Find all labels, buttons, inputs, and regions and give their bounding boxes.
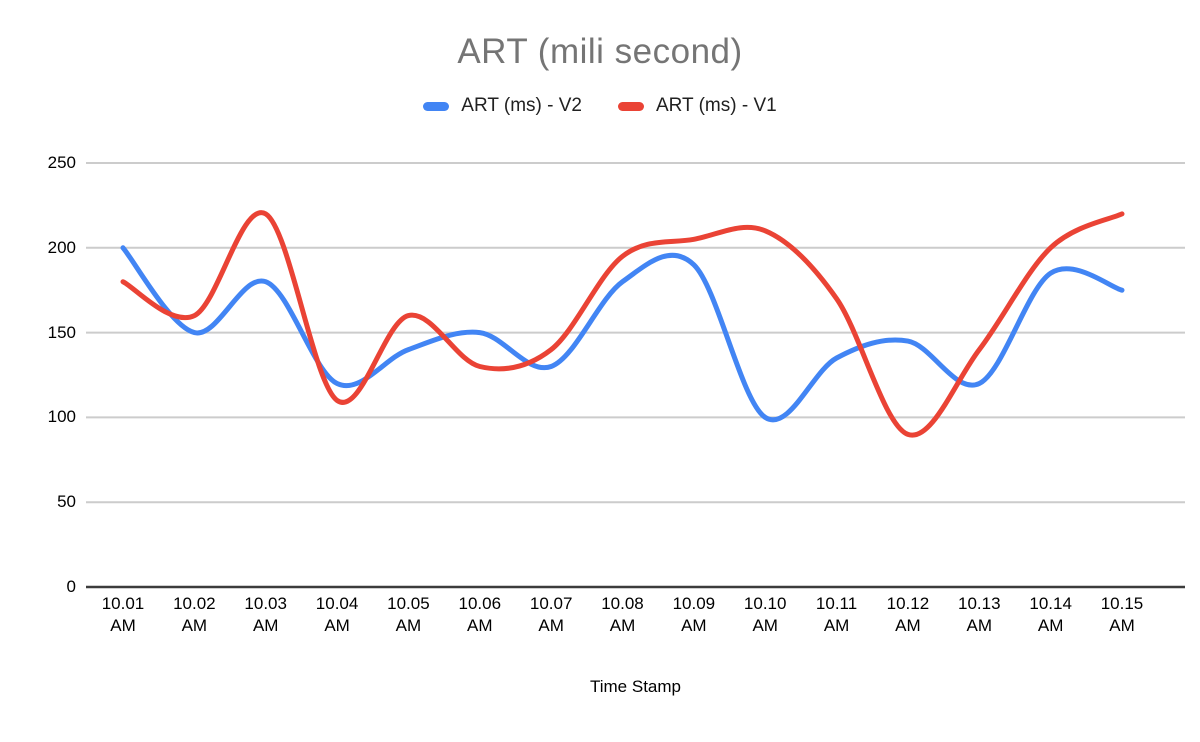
y-axis-tick-label: 0	[66, 577, 76, 596]
y-axis-tick-label: 50	[57, 492, 76, 512]
series-line-v2[interactable]	[120, 245, 1125, 423]
x-axis-category-label: 10.02 AM	[173, 594, 216, 635]
x-axis-category-label: 10.13 AM	[958, 594, 1001, 635]
legend-swatch-v1-icon	[618, 101, 644, 111]
x-axis-category-label: 10.03 AM	[244, 594, 287, 635]
x-axis-category-label: 10.10 AM	[743, 594, 787, 635]
y-axis-tick-label: 250	[47, 153, 76, 172]
x-axis-category-label: 10.12 AM	[886, 594, 930, 635]
x-axis-category-label: 10.15 AM	[1100, 594, 1144, 635]
x-axis-category-label: 10.01 AM	[101, 594, 145, 635]
y-axis-tick-label: 100	[47, 407, 76, 427]
x-axis-category-label: 10.09 AM	[672, 594, 716, 635]
x-axis-category-label: 10.07 AM	[529, 594, 573, 635]
legend-item-v2[interactable]: ART (ms) - V2	[423, 95, 582, 117]
legend: ART (ms) - V2 ART (ms) - V1	[0, 95, 1200, 117]
legend-item-v1[interactable]: ART (ms) - V1	[618, 95, 777, 117]
x-axis-category-label: 10.06 AM	[458, 594, 502, 635]
x-axis-category-label: 10.08 AM	[601, 594, 644, 635]
x-axis-title: Time Stamp	[589, 677, 681, 696]
x-axis-category-label: 10.11 AM	[815, 594, 858, 635]
y-axis-tick-label: 200	[47, 237, 76, 257]
y-axis-tick-label: 150	[47, 322, 76, 342]
x-axis-category-label: 10.14 AM	[1029, 594, 1072, 635]
legend-swatch-v2-icon	[423, 101, 450, 111]
series-line-v1[interactable]	[120, 210, 1125, 438]
legend-label-v2: ART (ms) - V2	[461, 95, 582, 116]
legend-label-v1: ART (ms) - V1	[656, 95, 777, 116]
x-axis-category-label: 10.04 AM	[315, 594, 359, 635]
chart-title: ART (mili second)	[457, 32, 743, 71]
x-axis-category-label: 10.05 AM	[387, 594, 430, 635]
